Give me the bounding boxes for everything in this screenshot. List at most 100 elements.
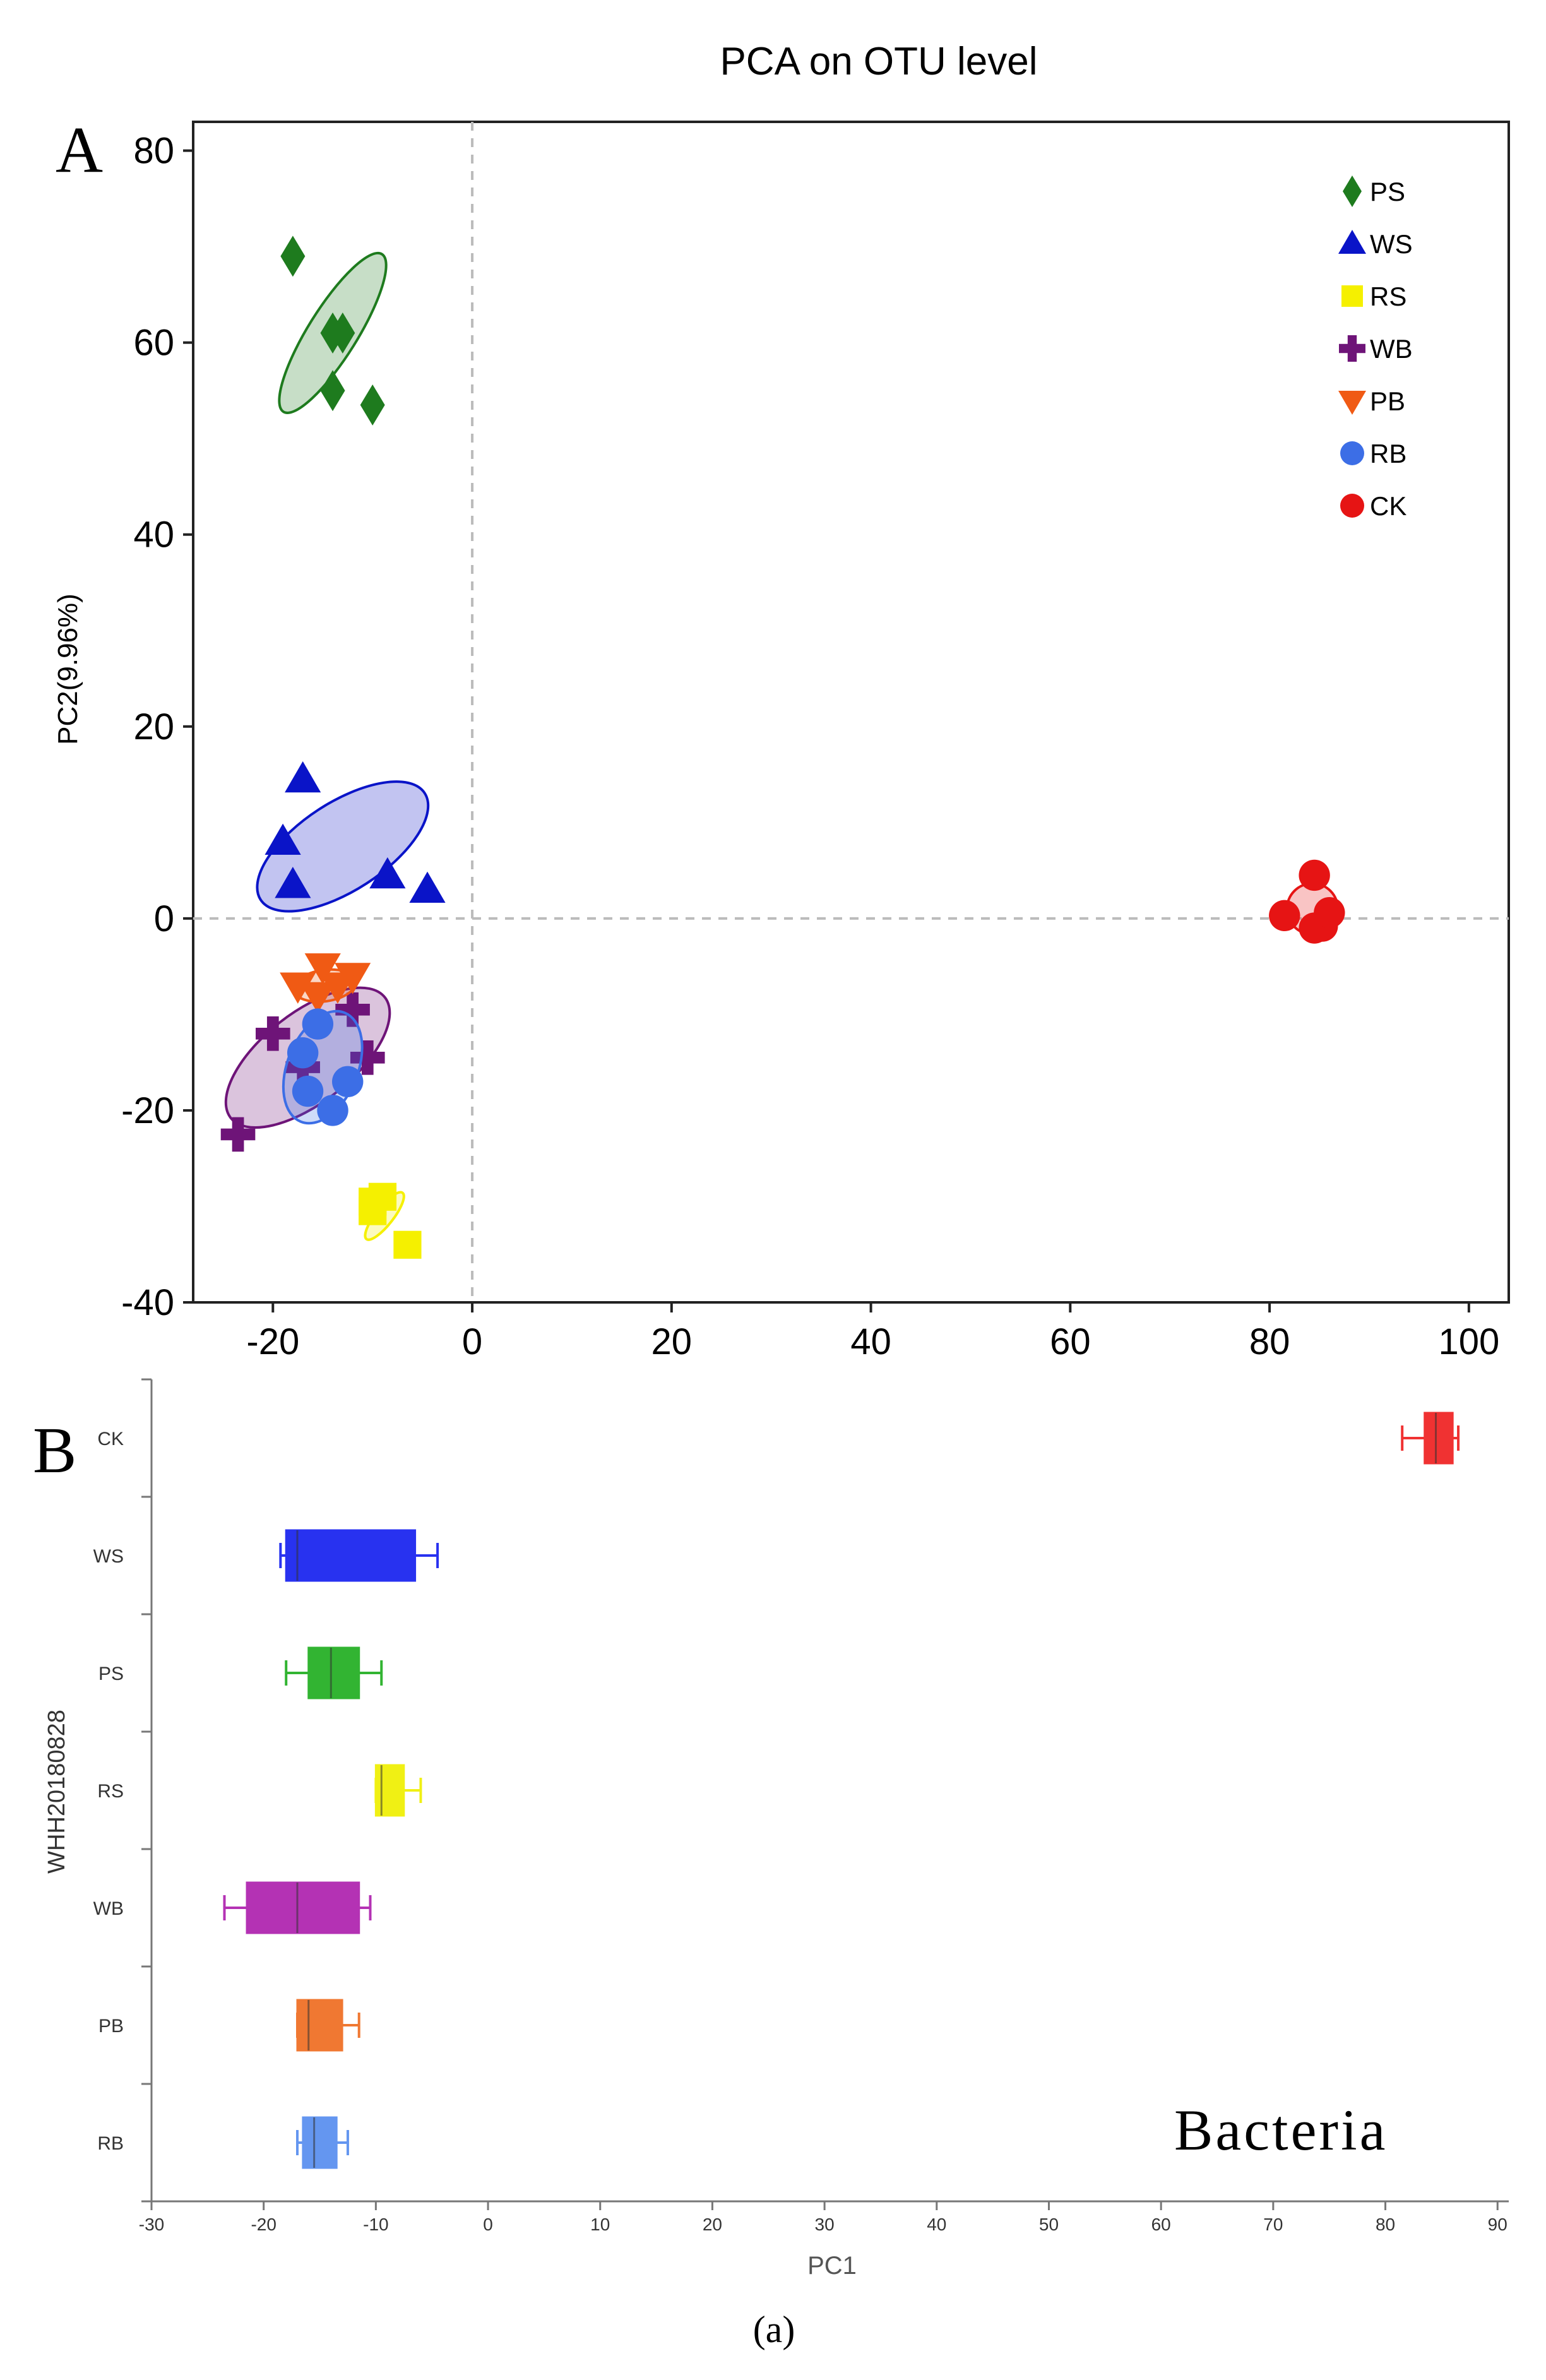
x-tick-label: -20	[246, 1321, 299, 1362]
category-label: WS	[93, 1546, 124, 1567]
x-tick-label: 40	[850, 1321, 891, 1362]
legend-label-wb: WB	[1370, 334, 1413, 364]
box-iqr	[285, 1529, 417, 1582]
box-x-axis-label: PC1	[807, 2252, 857, 2280]
x-tick-label: 60	[1151, 2215, 1171, 2234]
point-ps	[280, 235, 306, 277]
point-rb	[302, 1008, 334, 1040]
point-rb	[317, 1095, 348, 1126]
box-rs	[374, 1764, 422, 1817]
point-ps	[360, 384, 385, 425]
pc1-box-plot: -30 -20 -10 0 10 20 30 40 50 60 70 80 90 CK WS PS RS WB PB…	[93, 1378, 1509, 2234]
legend-marker-pb	[1338, 391, 1366, 415]
legend-label-ck: CK	[1370, 491, 1406, 521]
legend-label-rs: RS	[1370, 282, 1406, 311]
point-ws	[275, 867, 311, 898]
point-pb	[299, 982, 336, 1014]
box-pb	[295, 1999, 360, 2052]
box-wb	[223, 1881, 372, 1934]
point-ck	[1269, 900, 1300, 932]
box-rb	[295, 2116, 349, 2169]
legend-label-ps: PS	[1370, 177, 1405, 206]
point-ps	[330, 312, 355, 354]
x-tick-label: 30	[815, 2215, 835, 2234]
point-rb	[292, 1075, 324, 1107]
y-tick-label: 60	[133, 323, 174, 364]
point-pb	[280, 972, 316, 1004]
box-iqr	[302, 2116, 338, 2169]
box-iqr	[296, 1999, 343, 2052]
y-tick-label: 0	[154, 898, 174, 939]
point-ck	[1299, 859, 1330, 891]
y-tick-label: 40	[133, 515, 174, 556]
legend-label-rb: RB	[1370, 439, 1406, 468]
x-tick-label: 80	[1249, 1321, 1290, 1362]
legend-marker-ck	[1340, 494, 1364, 518]
point-pb	[304, 953, 341, 985]
category-label: CK	[97, 1429, 124, 1449]
pca-legend: PS WS RS WB PB RB CK	[1338, 176, 1413, 521]
x-tick-label: 70	[1263, 2215, 1283, 2234]
legend-marker-wb	[1339, 335, 1365, 362]
category-label: WB	[93, 1898, 124, 1919]
series-ps	[278, 235, 388, 425]
x-tick-label: 80	[1376, 2215, 1395, 2234]
y-tick-label: -40	[121, 1282, 174, 1323]
x-tick-label: 100	[1438, 1321, 1499, 1362]
x-tick-label: 20	[651, 1321, 693, 1362]
point-wb	[220, 1117, 256, 1152]
legend-marker-ws	[1338, 230, 1366, 254]
point-pb	[319, 972, 356, 1004]
x-tick-label: 60	[1050, 1321, 1091, 1362]
category-label: PS	[98, 1663, 124, 1684]
series-rs	[359, 1182, 422, 1259]
series-ws	[256, 761, 446, 913]
point-wb	[256, 1016, 290, 1051]
point-ck	[1314, 897, 1345, 929]
box-ps	[285, 1646, 383, 1699]
point-ws	[265, 823, 301, 855]
ellipse-ws	[256, 780, 430, 913]
box-ck	[1401, 1412, 1460, 1465]
y-tick-label: 80	[133, 131, 174, 172]
point-wb	[335, 992, 370, 1027]
point-ps	[320, 370, 345, 412]
pca-scatter-plot: -20 0 20 40 60 80 100 -40 -20 0 20 40 60 80	[121, 121, 1510, 1362]
bacteria-annotation: Bacteria	[1174, 2098, 1388, 2162]
point-wb	[350, 1040, 385, 1075]
x-tick-label: 90	[1488, 2215, 1507, 2234]
x-tick-label: -20	[251, 2215, 276, 2234]
point-rb	[287, 1037, 319, 1069]
box-y-axis-label: WHH20180828	[44, 1710, 70, 1874]
legend-label-pb: PB	[1370, 386, 1405, 416]
point-ws	[409, 871, 446, 903]
category-label: PB	[98, 2016, 124, 2037]
x-tick-label: -30	[139, 2215, 164, 2234]
category-label: RS	[97, 1781, 124, 1802]
x-tick-label: 0	[483, 2215, 493, 2234]
series-ck	[1269, 859, 1345, 944]
pca-title: PCA on OTU level	[720, 40, 1037, 83]
box-iqr	[1424, 1412, 1454, 1465]
x-tick-label: -10	[363, 2215, 388, 2234]
box-iqr	[307, 1646, 360, 1699]
panel-a-label: A	[56, 114, 103, 186]
x-tick-label: 10	[590, 2215, 610, 2234]
legend-marker-ps	[1343, 176, 1362, 207]
panel-b-label: B	[33, 1414, 76, 1487]
legend-label-ws: WS	[1370, 229, 1413, 259]
figure-caption: (a)	[753, 2309, 795, 2350]
point-ws	[369, 857, 406, 889]
legend-marker-rs	[1341, 285, 1363, 307]
x-tick-label: 50	[1039, 2215, 1059, 2234]
point-pb	[335, 963, 371, 994]
box-iqr	[246, 1881, 360, 1934]
point-rb	[332, 1066, 364, 1098]
x-tick-label: 40	[927, 2215, 946, 2234]
box-ws	[279, 1529, 439, 1582]
series-rb	[282, 1008, 364, 1126]
pca-y-axis-label: PC2(9.96%)	[52, 593, 83, 745]
x-tick-label: 20	[703, 2215, 722, 2234]
point-rs	[359, 1197, 387, 1225]
